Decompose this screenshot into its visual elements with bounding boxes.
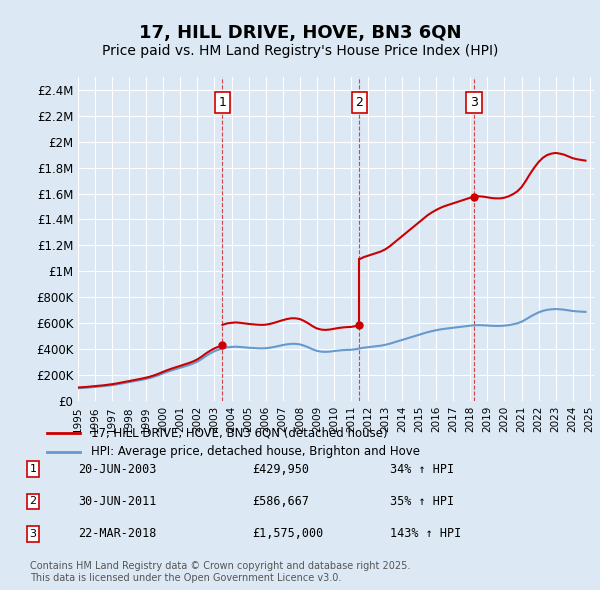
- Text: 22-MAR-2018: 22-MAR-2018: [78, 527, 157, 540]
- Text: Price paid vs. HM Land Registry's House Price Index (HPI): Price paid vs. HM Land Registry's House …: [102, 44, 498, 58]
- Text: 143% ↑ HPI: 143% ↑ HPI: [390, 527, 461, 540]
- Text: 30-JUN-2011: 30-JUN-2011: [78, 495, 157, 508]
- Text: 2: 2: [29, 497, 37, 506]
- Text: 3: 3: [470, 96, 478, 109]
- Text: £586,667: £586,667: [252, 495, 309, 508]
- Text: 17, HILL DRIVE, HOVE, BN3 6QN: 17, HILL DRIVE, HOVE, BN3 6QN: [139, 24, 461, 42]
- Text: £429,950: £429,950: [252, 463, 309, 476]
- Text: HPI: Average price, detached house, Brighton and Hove: HPI: Average price, detached house, Brig…: [91, 445, 420, 458]
- Text: 35% ↑ HPI: 35% ↑ HPI: [390, 495, 454, 508]
- Text: 17, HILL DRIVE, HOVE, BN3 6QN (detached house): 17, HILL DRIVE, HOVE, BN3 6QN (detached …: [91, 427, 388, 440]
- Text: 20-JUN-2003: 20-JUN-2003: [78, 463, 157, 476]
- Text: £1,575,000: £1,575,000: [252, 527, 323, 540]
- Text: 3: 3: [29, 529, 37, 539]
- Text: 2: 2: [356, 96, 364, 109]
- Text: Contains HM Land Registry data © Crown copyright and database right 2025.
This d: Contains HM Land Registry data © Crown c…: [30, 561, 410, 583]
- Text: 1: 1: [218, 96, 226, 109]
- Text: 34% ↑ HPI: 34% ↑ HPI: [390, 463, 454, 476]
- Text: 1: 1: [29, 464, 37, 474]
